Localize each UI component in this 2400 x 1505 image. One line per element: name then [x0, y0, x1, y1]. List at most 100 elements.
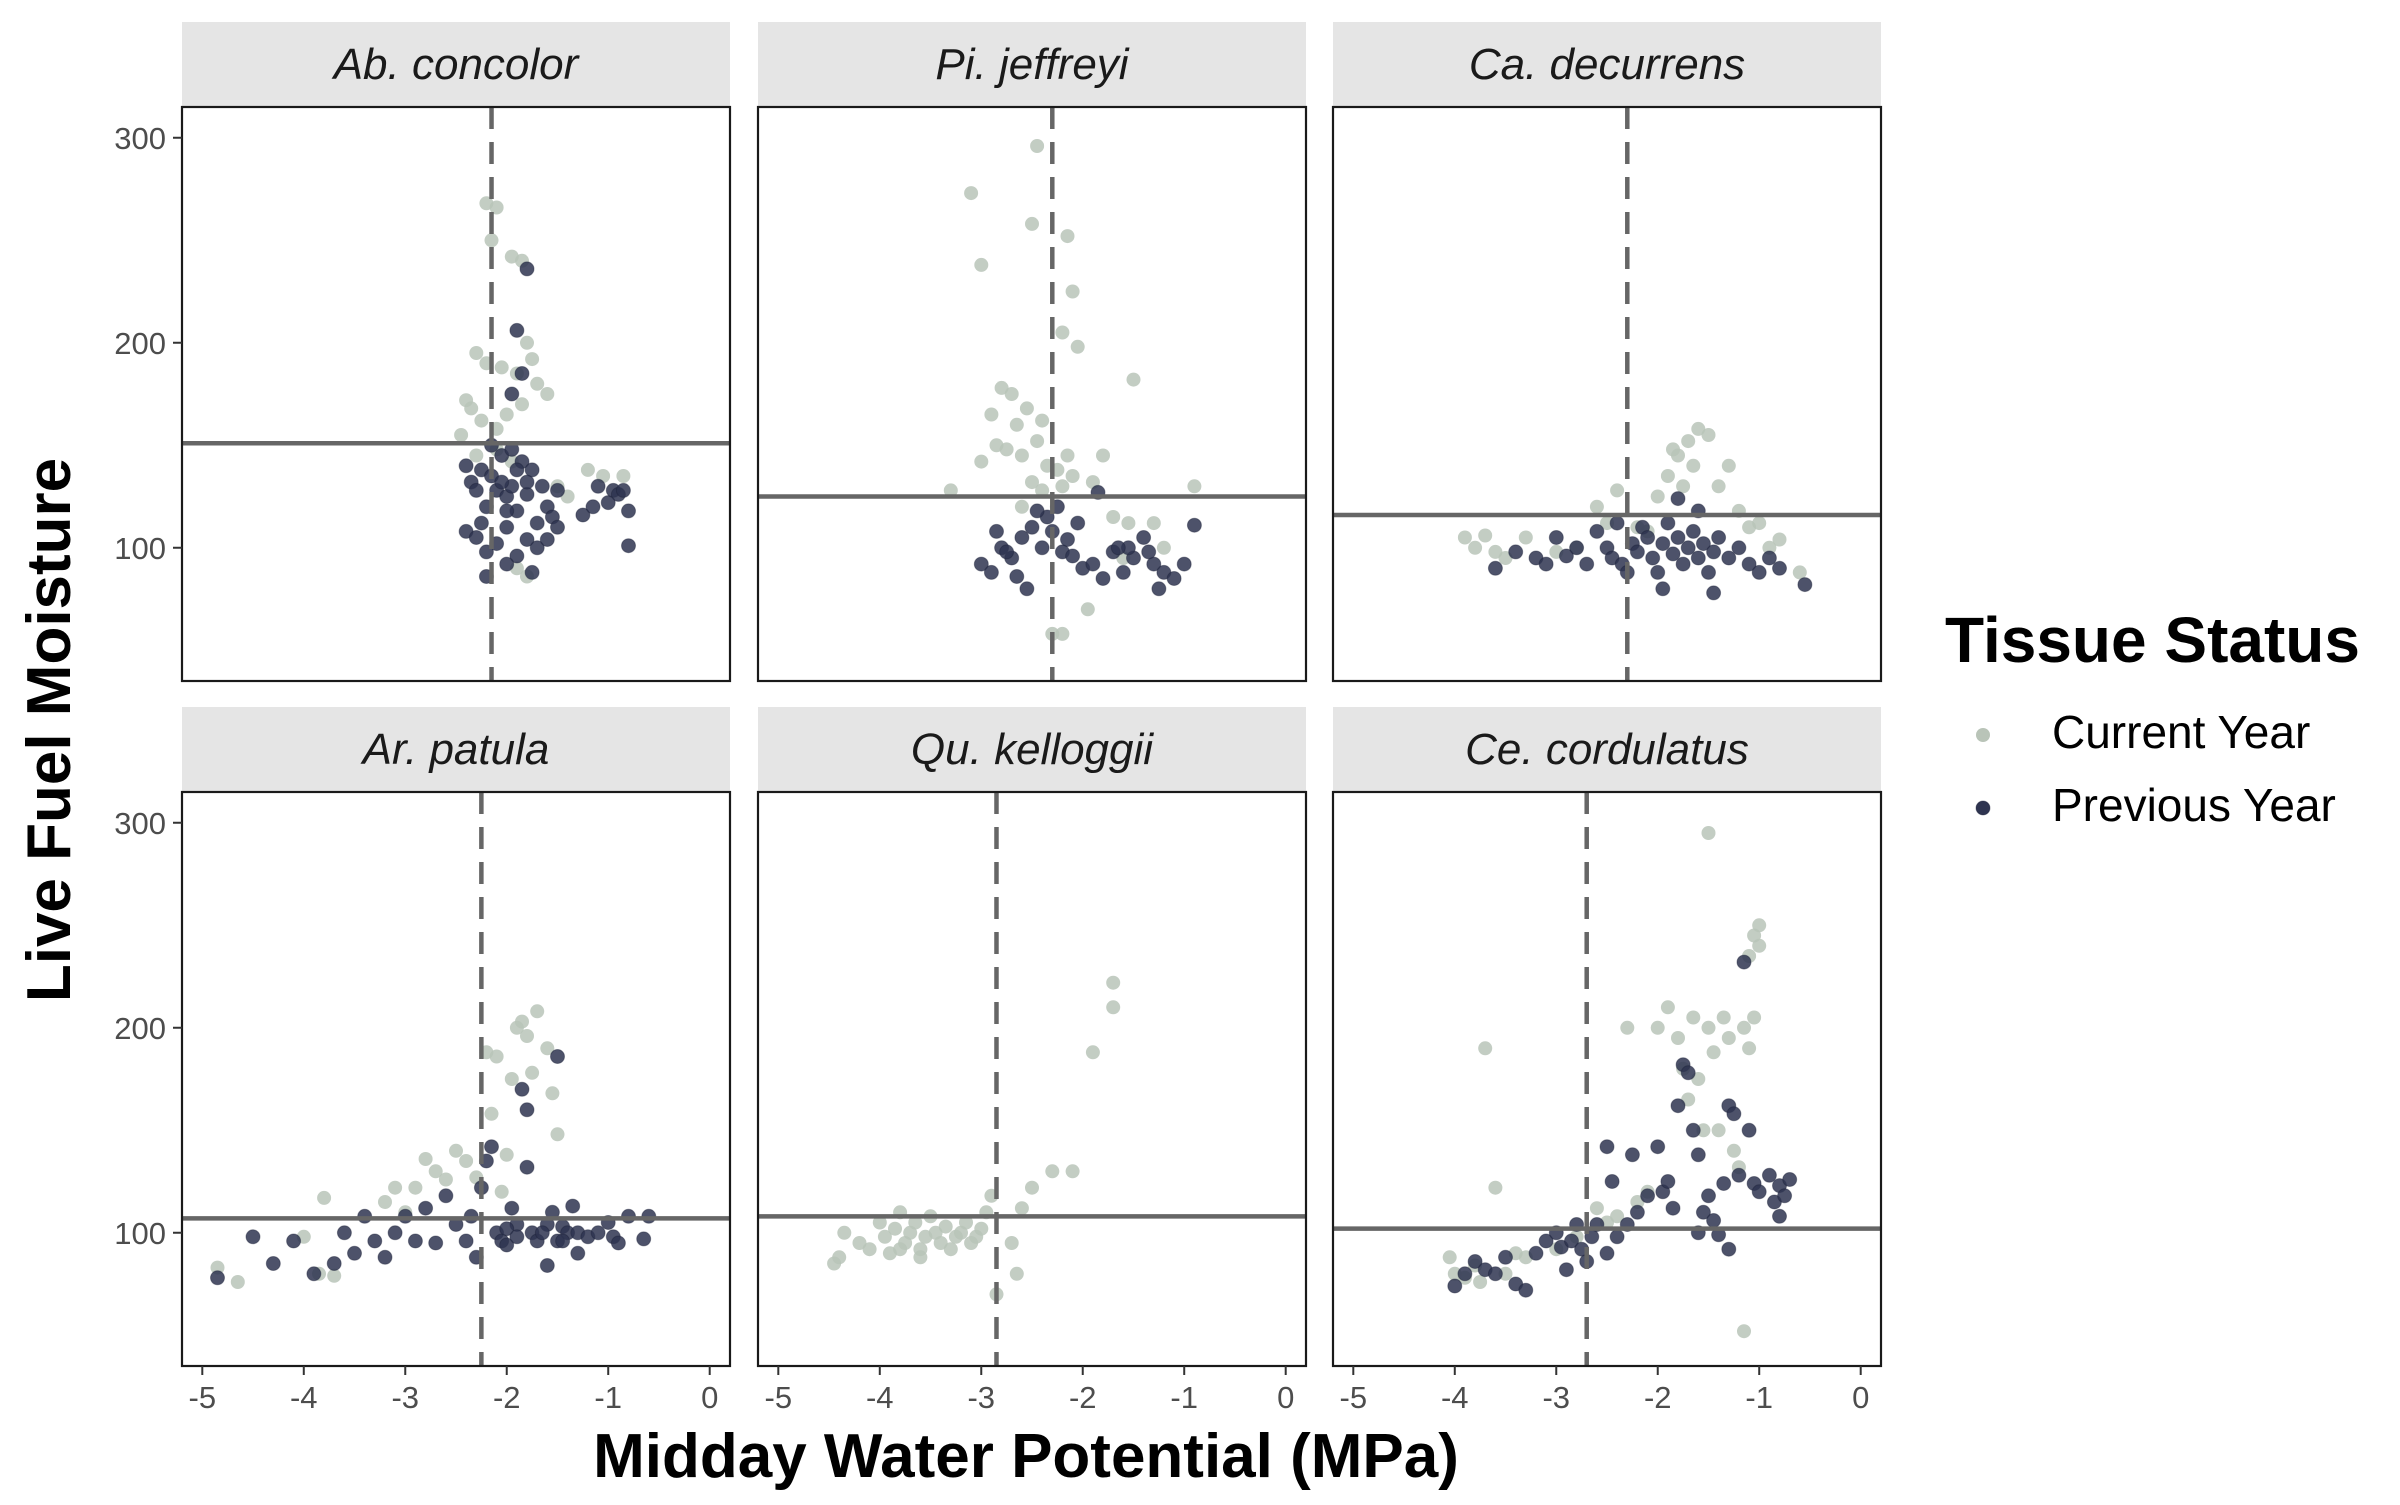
point-previous-year: [1538, 1233, 1554, 1249]
point-current-year: [1711, 479, 1726, 494]
point-current-year: [1752, 516, 1767, 531]
point-current-year: [1691, 421, 1706, 436]
point-current-year: [1025, 475, 1039, 490]
point-previous-year: [1772, 1208, 1787, 1224]
point-previous-year: [514, 366, 530, 381]
point-previous-year: [1680, 1065, 1696, 1081]
point-current-year: [1146, 516, 1161, 531]
point-previous-year: [1070, 515, 1086, 531]
point-current-year: [1478, 528, 1493, 543]
point-previous-year: [1655, 536, 1671, 552]
point-current-year: [959, 1215, 973, 1230]
point-current-year: [438, 1172, 453, 1187]
point-previous-year: [1660, 1174, 1676, 1189]
point-previous-year: [1701, 564, 1716, 580]
point-current-year: [378, 1195, 392, 1209]
plot-area: [182, 107, 730, 681]
point-previous-year: [387, 1225, 403, 1241]
point-previous-year: [999, 544, 1015, 560]
point-previous-year: [326, 1256, 342, 1271]
x-tick-label: -5: [189, 1380, 217, 1415]
point-previous-year: [499, 519, 515, 535]
point-previous-year: [565, 1198, 581, 1214]
x-tick-label: -3: [1542, 1380, 1570, 1415]
point-previous-year: [484, 1139, 499, 1155]
x-tick-label: 0: [1277, 1380, 1294, 1415]
point-current-year: [1589, 499, 1604, 514]
point-previous-year: [1761, 550, 1777, 566]
point-current-year: [1106, 510, 1121, 524]
point-current-year: [1060, 229, 1075, 244]
x-tick-label: -1: [1170, 1380, 1198, 1415]
point-previous-year: [504, 1200, 520, 1216]
point-previous-year: [529, 515, 545, 531]
panel-title: Qu. kelloggii: [911, 725, 1154, 774]
point-current-year: [1014, 448, 1029, 463]
point-previous-year: [621, 503, 636, 519]
point-current-year: [1126, 372, 1141, 387]
point-current-year: [1004, 387, 1019, 401]
point-current-year: [530, 376, 545, 391]
point-current-year: [1671, 1031, 1685, 1045]
point-previous-year: [1690, 550, 1706, 566]
point-previous-year: [265, 1256, 281, 1271]
point-previous-year: [1721, 1241, 1737, 1257]
point-current-year: [1096, 448, 1110, 463]
point-current-year: [1009, 417, 1024, 432]
point-previous-year: [438, 1188, 454, 1204]
point-previous-year: [1716, 1176, 1732, 1191]
panel-title: Ca. decurrens: [1469, 40, 1745, 89]
point-current-year: [459, 1154, 474, 1168]
panel-pi-jeffreyi: Pi. jeffreyi: [756, 22, 1308, 683]
point-current-year: [499, 407, 514, 422]
point-previous-year: [550, 482, 565, 498]
point-previous-year: [377, 1249, 393, 1265]
point-previous-year: [1660, 515, 1676, 531]
point-previous-year: [1695, 536, 1711, 552]
point-previous-year: [636, 1231, 652, 1247]
point-previous-year: [1680, 540, 1696, 556]
point-current-year: [1014, 1201, 1029, 1216]
point-current-year: [1681, 1092, 1696, 1107]
point-current-year: [1650, 1020, 1665, 1035]
point-previous-year: [1777, 1188, 1793, 1204]
panel-ce-cordulatus: Ce. cordulatus -5 -4 -3 -2 -1 0: [1331, 707, 1883, 1415]
point-current-year: [1085, 1045, 1100, 1060]
point-previous-year: [1141, 544, 1157, 560]
point-previous-year: [1741, 1122, 1757, 1138]
point-current-year: [504, 1072, 519, 1086]
point-current-year: [974, 454, 989, 469]
point-previous-year: [550, 1049, 565, 1064]
x-tick-label: -3: [967, 1380, 995, 1415]
point-previous-year: [245, 1229, 261, 1245]
point-previous-year: [514, 1081, 530, 1097]
point-previous-year: [1695, 1204, 1711, 1220]
point-current-year: [1030, 139, 1045, 153]
point-previous-year: [519, 1159, 535, 1175]
point-current-year: [525, 1065, 540, 1080]
point-current-year: [1610, 1209, 1625, 1224]
point-current-year: [1080, 602, 1095, 617]
point-previous-year: [1721, 550, 1737, 566]
point-previous-year: [1457, 1266, 1473, 1282]
point-current-year: [1498, 551, 1513, 565]
point-current-year: [1711, 1123, 1726, 1138]
point-current-year: [1065, 469, 1080, 483]
point-current-year: [1666, 442, 1680, 457]
point-previous-year: [989, 523, 1004, 539]
point-previous-year: [509, 1229, 525, 1245]
point-current-year: [540, 387, 555, 401]
x-tick-label: 0: [1852, 1380, 1869, 1415]
point-current-year: [499, 1147, 514, 1162]
x-tick-label: -4: [866, 1380, 894, 1415]
x-tick-label: -2: [493, 1380, 521, 1415]
point-previous-year: [973, 556, 989, 572]
point-previous-year: [1726, 1106, 1742, 1122]
point-current-year: [540, 1041, 555, 1056]
point-previous-year: [585, 499, 601, 515]
point-previous-year: [1065, 548, 1081, 564]
legend-entries: Current Year Previous Year: [1975, 706, 2336, 831]
point-previous-year: [458, 1233, 474, 1249]
point-previous-year: [1609, 515, 1625, 531]
point-previous-year: [428, 1235, 444, 1251]
